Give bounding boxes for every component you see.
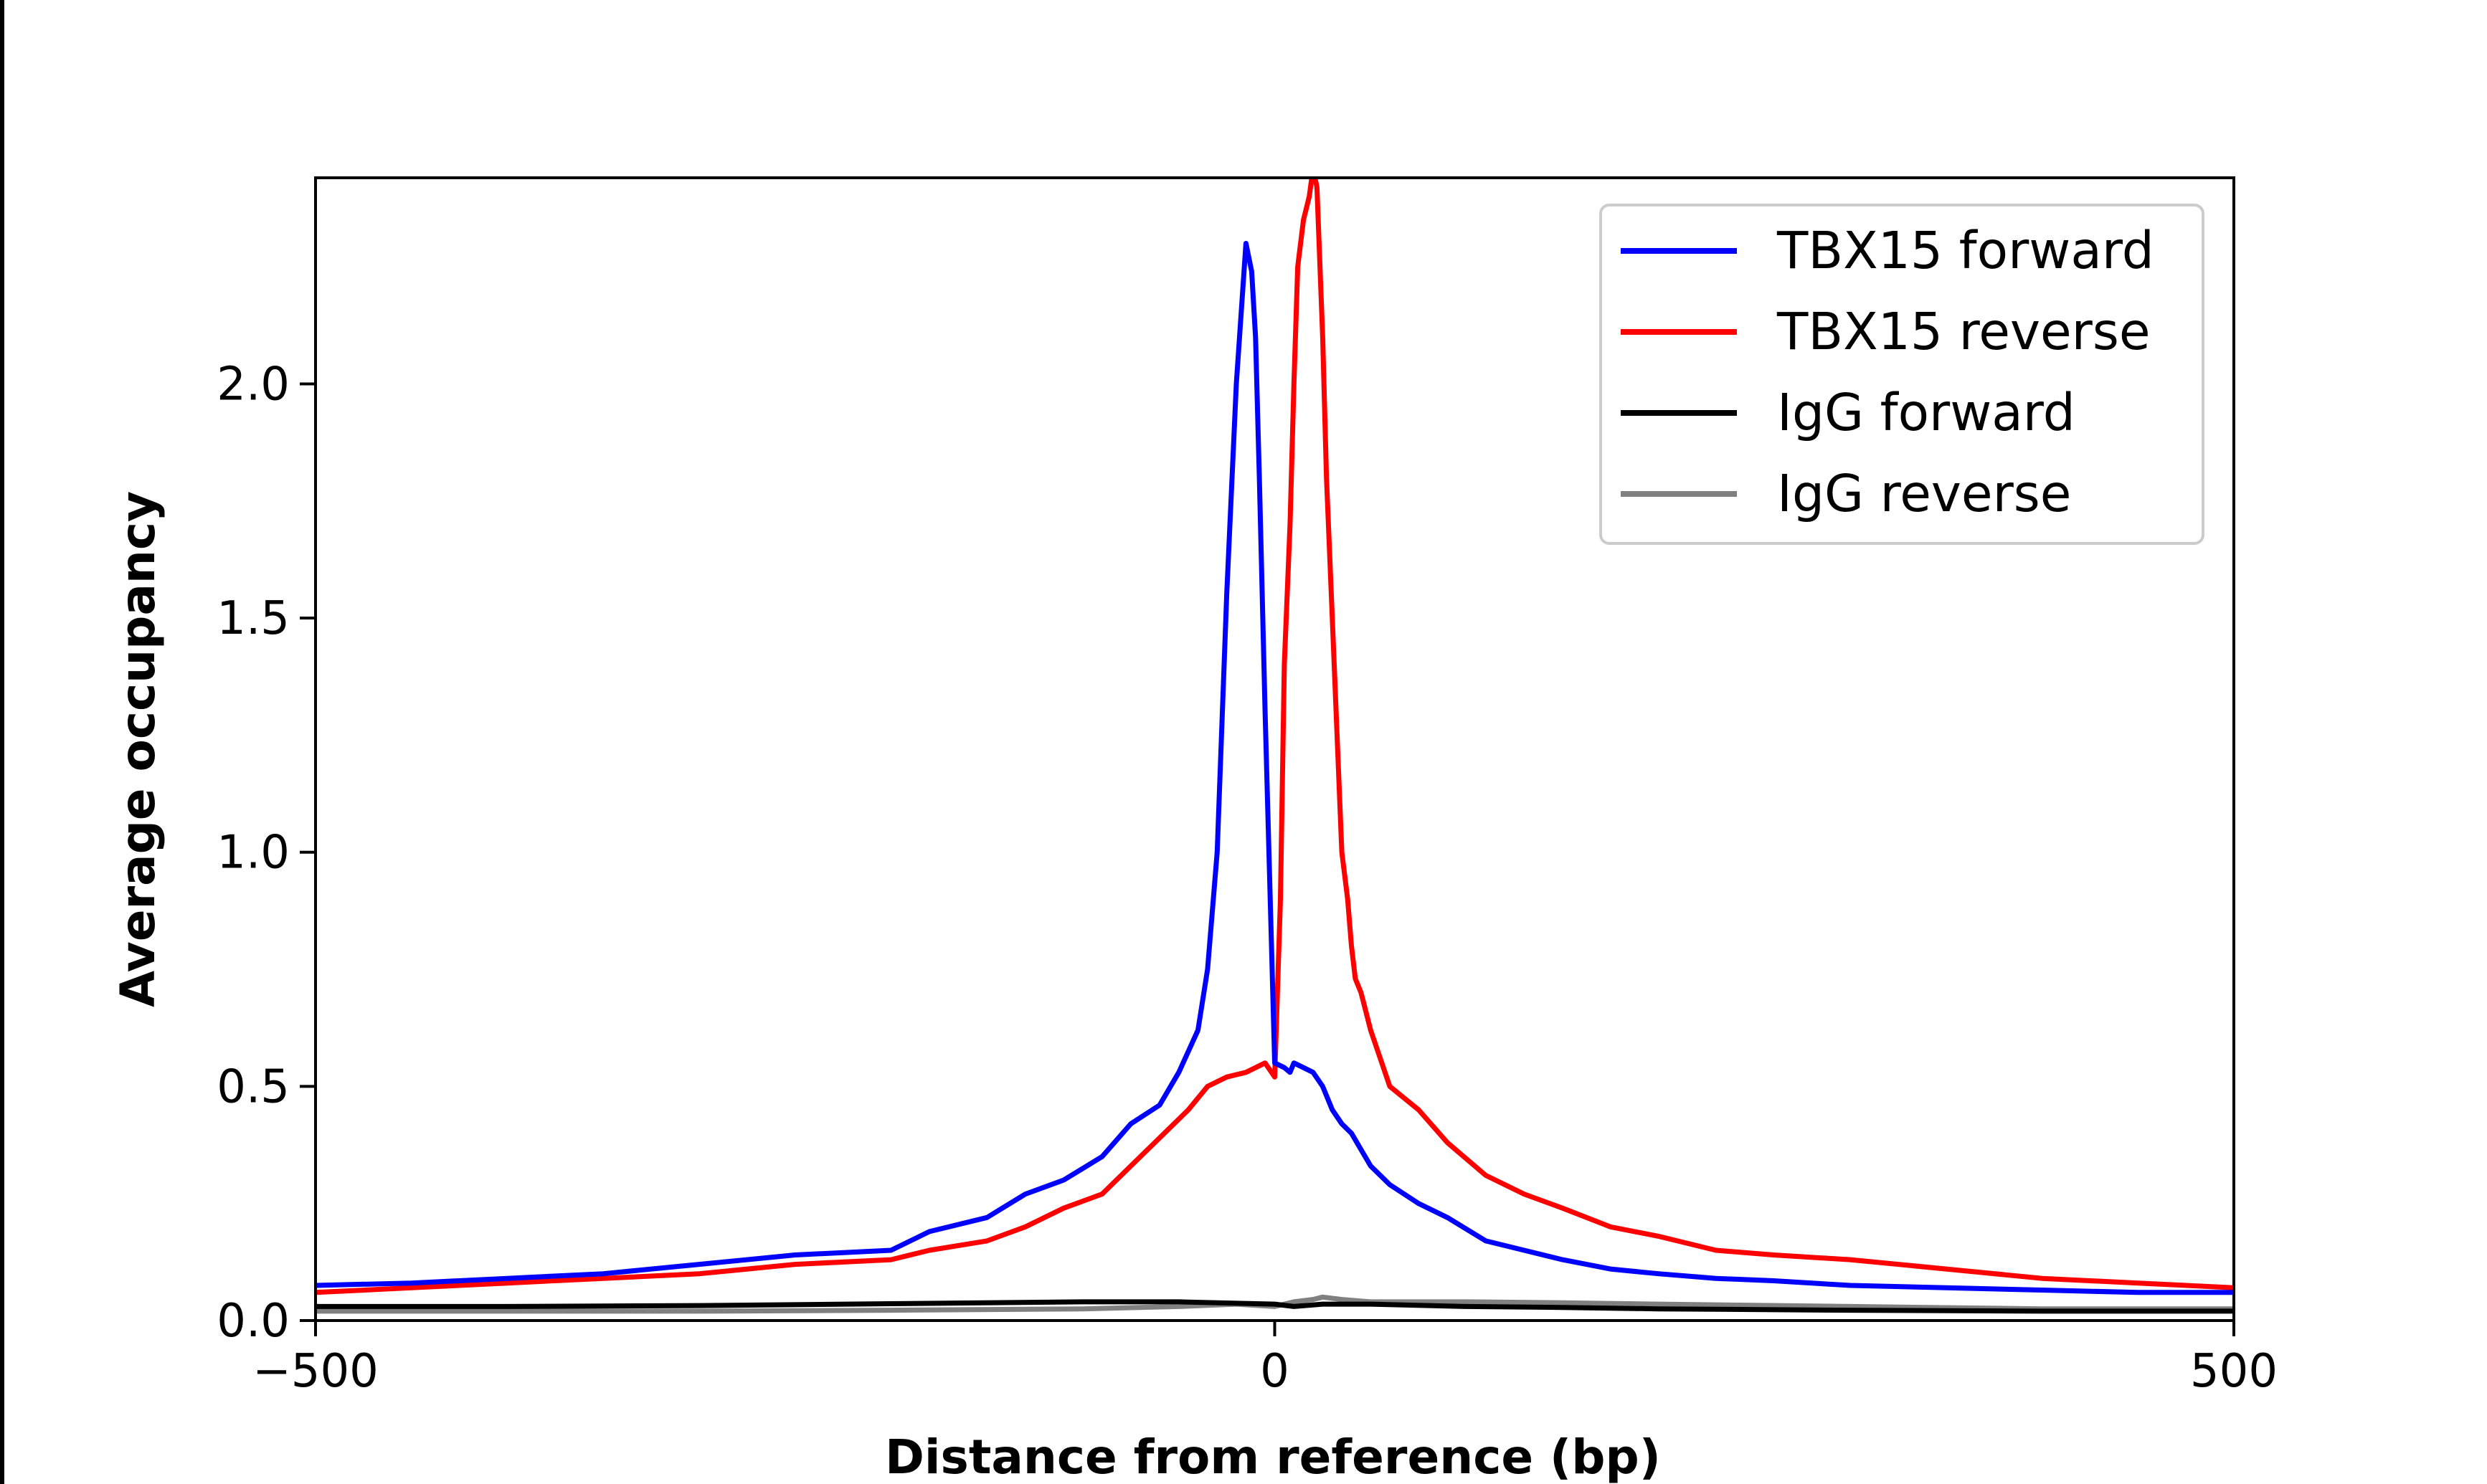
y-tick-label: 0.0	[217, 1295, 290, 1348]
axes-layer: −500 0 500 0.0 0.5 1.0 1.5 2.0	[217, 176, 2278, 1398]
x-tick-label: −500	[252, 1345, 379, 1398]
y-tick-label: 2.0	[217, 358, 290, 411]
x-tick-label: 0	[1260, 1345, 1289, 1398]
series-line-igg-reverse	[316, 1294, 2234, 1314]
y-axis-title: Average occupancy	[110, 491, 166, 1007]
y-tick-label: 0.5	[217, 1060, 290, 1113]
legend: TBX15 forward TBX15 reverse IgG forward IgG…	[1599, 204, 2204, 545]
series-layer	[316, 178, 2234, 1314]
legend-label: TBX15 reverse	[1776, 302, 2151, 361]
y-tick-label: 1.5	[217, 592, 290, 645]
left-border-bar	[0, 0, 4, 1484]
legend-label: IgG forward	[1777, 383, 2075, 442]
series-line-igg-forward	[316, 1299, 2234, 1314]
x-axis-title: Distance from reference (bp)	[885, 1430, 1661, 1484]
legend-label: TBX15 forward	[1776, 221, 2154, 280]
series-line-tbx15-forward	[316, 241, 2234, 1295]
legend-box	[1599, 204, 2204, 545]
y-tick-label: 1.0	[217, 827, 290, 880]
legend-label: IgG reverse	[1777, 464, 2071, 523]
series-line-tbx15-reverse	[316, 178, 2234, 1295]
x-tick-label: 500	[2190, 1345, 2278, 1398]
